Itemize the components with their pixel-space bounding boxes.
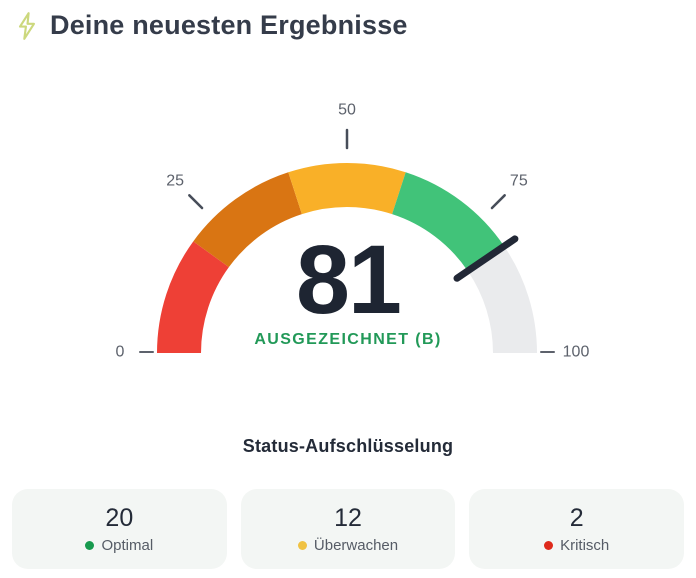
ueberwachen-label-row: Überwachen [297, 536, 399, 554]
gauge-tick-label: 75 [510, 173, 528, 190]
gauge-tick [188, 194, 204, 210]
optimal-count: 20 [105, 503, 134, 532]
gauge-tick-label: 100 [563, 344, 590, 361]
kritisch-dot-icon [544, 540, 554, 550]
gauge-segment-optimal-zone-filled [392, 172, 505, 271]
optimal-label-row: Optimal [85, 538, 153, 553]
gauge-segment-ueberwachen-zone [288, 163, 406, 215]
gauge-tick-label: 25 [166, 173, 184, 190]
page-title: Deine neuesten Ergebnisse [50, 10, 408, 41]
ueberwachen-label: Überwachen [313, 536, 399, 554]
status-card-optimal: 20 Optimal [12, 489, 227, 569]
status-breakdown-title: Status-Aufschlüsselung [242, 436, 454, 456]
status-card-ueberwachen: 12 Überwachen [240, 489, 456, 569]
score-gauge-svg: 0 25 50 75 100 [116, 102, 590, 361]
gauge-status-label: AUSGEZEICHNET (B) [254, 331, 442, 348]
gauge-segment-warn-zone [193, 172, 302, 268]
gauge-needle [453, 235, 519, 282]
kritisch-label: Kritisch [560, 536, 610, 554]
status-card-kritisch: 2 Kritisch [469, 489, 685, 569]
gauge-score-value: 81 [296, 225, 402, 334]
gauge-tick-label: 50 [338, 102, 356, 119]
ueberwachen-dot-icon [297, 540, 307, 550]
gauge-tick [490, 194, 506, 210]
kritisch-label-row: Kritisch [544, 538, 609, 553]
ueberwachen-count: 12 [334, 503, 362, 532]
gauge-segment-kritisch-zone [157, 241, 229, 353]
score-gauge: 0 25 50 75 100 81 AUSGEZEICHNET (B) [116, 102, 590, 361]
gauge-segment-remainder-zone [467, 246, 537, 353]
header: Deine neuesten Ergebnisse [14, 10, 408, 41]
gauge-tick-label: 0 [116, 344, 125, 361]
status-breakdown-cards: 20 Optimal 12 Überwachen 2 Kritisch [12, 489, 685, 569]
kritisch-count: 2 [569, 503, 584, 532]
optimal-label: Optimal [101, 536, 154, 554]
lightning-bolt-icon [18, 12, 36, 40]
optimal-dot-icon [85, 540, 95, 550]
